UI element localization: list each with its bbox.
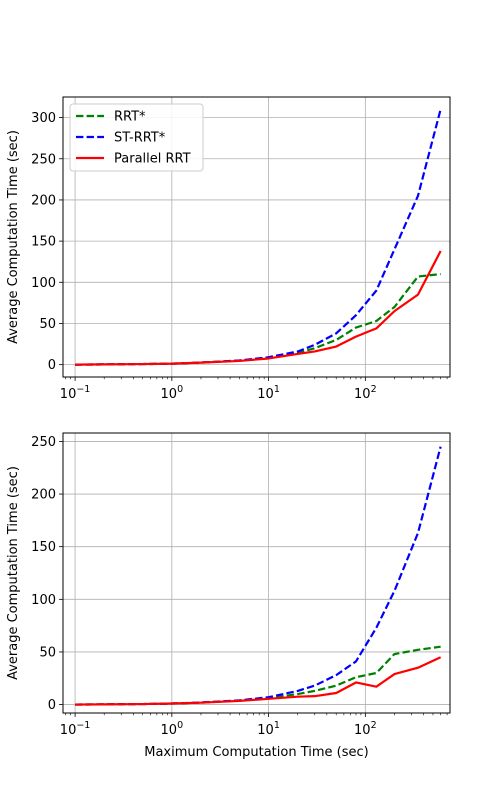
series-line-parallel-rrt (75, 251, 441, 365)
y-tick-label: 50 (39, 317, 56, 332)
series-line-st-rrt (75, 447, 441, 705)
y-tick-label: 250 (31, 435, 56, 450)
y-tick-label: 50 (39, 645, 56, 660)
y-tick-label: 0 (48, 698, 56, 713)
legend-label: ST-RRT* (114, 131, 166, 146)
x-tick-label: 10−1 (60, 720, 91, 738)
y-tick-label: 100 (31, 593, 56, 608)
y-tick-label: 150 (31, 540, 56, 555)
x-tick-label: 100 (161, 384, 184, 402)
x-tick-label: 101 (257, 384, 280, 402)
x-axis-label: Maximum Computation Time (sec) (144, 745, 368, 760)
y-axis-label: Average Computation Time (sec) (6, 130, 21, 344)
chart-panel-1: 10−1 100 101 102 0 50 100 150 200 250 300 Average C… (6, 97, 450, 402)
legend-label: RRT* (114, 110, 146, 125)
x-tick-label: 102 (354, 384, 377, 402)
y-tick-label: 250 (31, 152, 56, 167)
x-tick-label: 100 (161, 720, 184, 738)
y-tick-label: 200 (31, 488, 56, 503)
legend-label: Parallel RRT (114, 152, 191, 167)
y-axis-label: Average Computation Time (sec) (6, 466, 21, 680)
x-tick-label: 102 (354, 720, 377, 738)
x-tick-label: 10−1 (60, 384, 91, 402)
legend: RRT* ST-RRT* Parallel RRT (70, 104, 203, 171)
chart-panel-2: 10−1 100 101 102 0 50 100 150 200 250 Average Comp… (6, 433, 450, 760)
x-tick-label: 101 (257, 720, 280, 738)
y-tick-label: 200 (31, 193, 56, 208)
axes-frame (63, 433, 450, 713)
y-tick-label: 100 (31, 276, 56, 291)
y-tick-label: 0 (48, 358, 56, 373)
series-line-rrt (75, 647, 441, 705)
y-tick-label: 150 (31, 235, 56, 250)
y-tick-label: 300 (31, 111, 56, 126)
